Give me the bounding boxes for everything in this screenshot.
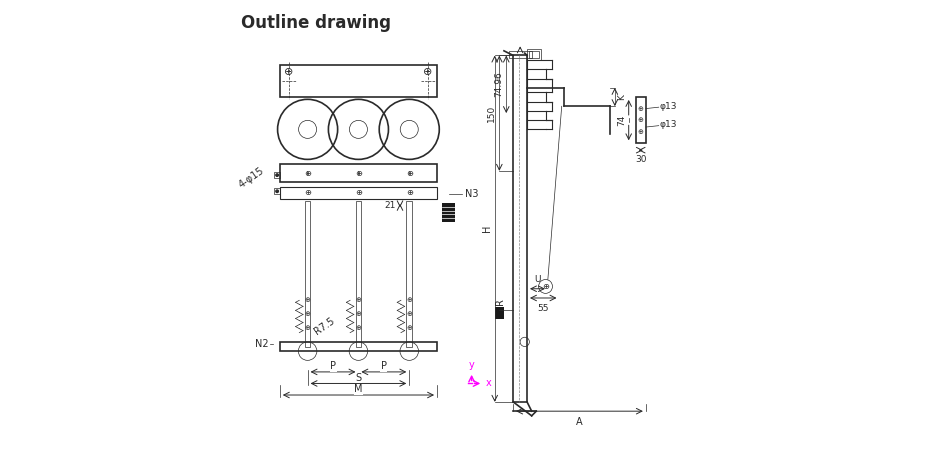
Text: 74.96: 74.96 <box>494 72 503 97</box>
Text: ⊕: ⊕ <box>542 282 549 291</box>
Bar <box>280 164 437 182</box>
Bar <box>304 201 310 346</box>
Bar <box>442 203 456 222</box>
Text: ⊕: ⊕ <box>355 188 362 197</box>
Text: ⊕: ⊕ <box>405 169 413 178</box>
Text: N3: N3 <box>465 189 478 199</box>
Text: ⊕: ⊕ <box>406 298 412 303</box>
Bar <box>275 172 280 178</box>
Text: φ13: φ13 <box>659 102 677 111</box>
Text: ⊕: ⊕ <box>304 188 311 197</box>
Text: ⊕: ⊕ <box>638 106 644 111</box>
Bar <box>275 188 280 194</box>
Bar <box>527 49 541 60</box>
Text: 55: 55 <box>537 304 549 312</box>
Text: N2: N2 <box>255 339 268 349</box>
Text: ⊕: ⊕ <box>304 298 310 303</box>
Text: Outline drawing: Outline drawing <box>241 14 390 32</box>
Text: P: P <box>330 361 336 371</box>
Text: ⊕: ⊕ <box>405 188 413 197</box>
Text: S: S <box>355 373 361 383</box>
Text: x: x <box>486 378 491 389</box>
Text: U: U <box>534 275 541 284</box>
Text: 30: 30 <box>635 155 646 164</box>
Text: ⊕: ⊕ <box>356 325 361 331</box>
Bar <box>280 65 437 97</box>
Bar <box>495 307 504 319</box>
Text: ⊕: ⊕ <box>356 311 361 317</box>
Bar <box>530 51 539 58</box>
Text: ⊕: ⊕ <box>406 325 412 331</box>
Text: y: y <box>469 359 474 370</box>
Bar <box>509 51 531 58</box>
Text: M: M <box>354 384 362 395</box>
Text: H: H <box>482 225 492 232</box>
Text: R7.5: R7.5 <box>312 315 336 336</box>
Text: ⊕: ⊕ <box>638 117 644 123</box>
Text: ⊕: ⊕ <box>355 169 362 178</box>
Text: ⊕: ⊕ <box>304 325 310 331</box>
Text: ⊕: ⊕ <box>423 67 432 77</box>
Bar <box>280 342 437 351</box>
Text: K: K <box>617 94 626 100</box>
Text: ⊕: ⊕ <box>304 311 310 317</box>
Text: φ13: φ13 <box>659 120 677 129</box>
Text: 74: 74 <box>617 115 626 126</box>
Text: ⊕: ⊕ <box>406 311 412 317</box>
Circle shape <box>276 174 278 176</box>
Text: ⊕: ⊕ <box>304 169 311 178</box>
Text: R: R <box>495 298 505 305</box>
Bar <box>280 187 437 199</box>
Text: ⊕: ⊕ <box>638 129 644 134</box>
Bar <box>636 97 645 143</box>
Bar <box>356 201 361 346</box>
Bar <box>513 55 527 402</box>
Text: 4-φ15: 4-φ15 <box>237 165 266 190</box>
Text: 21: 21 <box>384 201 395 210</box>
Text: A: A <box>576 417 583 427</box>
Text: P: P <box>381 361 387 371</box>
Circle shape <box>276 190 278 193</box>
Text: 150: 150 <box>487 104 496 122</box>
Bar <box>406 201 412 346</box>
Text: ⊕: ⊕ <box>285 67 294 77</box>
Text: ⊕: ⊕ <box>356 298 361 303</box>
